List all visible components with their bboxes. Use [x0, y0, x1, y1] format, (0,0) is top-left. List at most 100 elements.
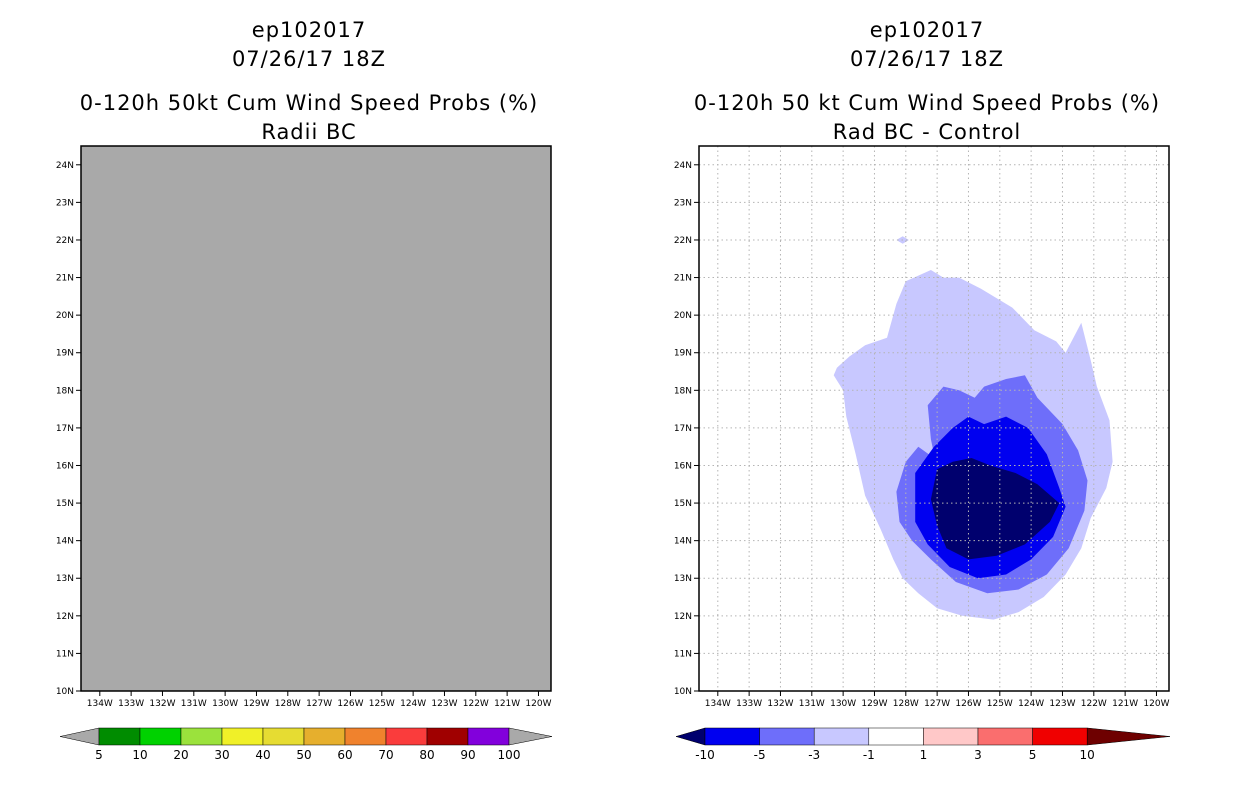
colorbar-label: 60	[337, 748, 352, 762]
colorbar-high-triangle	[1086, 727, 1171, 746]
colorbar-label: -3	[808, 748, 820, 762]
right-date: 07/26/17 18Z	[849, 47, 1005, 71]
colorbar-label: 10	[1080, 748, 1095, 762]
colorbar-box-7	[385, 727, 428, 746]
colorbar-label: 40	[255, 748, 270, 762]
colorbar-label: 3	[974, 748, 982, 762]
y-tick-label: 23N	[674, 198, 692, 208]
y-tick-label: 24N	[56, 161, 74, 171]
y-tick-label: 16N	[56, 461, 74, 471]
y-tick-label: 22N	[674, 236, 692, 246]
colorbar-label: 50	[296, 748, 311, 762]
colorbar-label: 5	[1029, 748, 1037, 762]
right-chart-subtitle: Rad BC - Control	[832, 120, 1022, 144]
colorbar-label: 90	[460, 748, 475, 762]
x-tick-label: 126W	[337, 699, 363, 709]
colorbar-label: 10	[132, 748, 147, 762]
colorbar-label: 30	[214, 748, 229, 762]
colorbar-box-6	[344, 727, 387, 746]
y-tick-label: 22N	[56, 236, 74, 246]
x-tick-label: 132W	[767, 699, 793, 709]
colorbar-label: -5	[754, 748, 766, 762]
right-storm-id: ep102017	[869, 18, 985, 42]
x-tick-label: 129W	[861, 699, 887, 709]
colorbar-label: 1	[920, 748, 928, 762]
colorbar-box-1	[759, 727, 815, 746]
colorbar-label: -10	[695, 748, 715, 762]
x-tick-label: 133W	[118, 699, 144, 709]
colorbar-box-9	[467, 727, 510, 746]
y-tick-label: 15N	[56, 499, 74, 509]
colorbar-high-triangle	[508, 727, 553, 746]
x-tick-label: 123W	[1049, 699, 1075, 709]
y-tick-label: 19N	[56, 349, 74, 359]
colorbar-label: 100	[498, 748, 521, 762]
y-tick-label: 23N	[56, 198, 74, 208]
x-tick-label: 123W	[431, 699, 457, 709]
x-tick-label: 121W	[494, 699, 520, 709]
y-tick-label: 11N	[674, 649, 692, 659]
x-tick-label: 120W	[525, 699, 551, 709]
x-tick-label: 132W	[149, 699, 175, 709]
left-storm-id: ep102017	[251, 18, 367, 42]
contour-3	[930, 458, 1060, 560]
x-tick-label: 122W	[463, 699, 489, 709]
x-tick-label: 120W	[1143, 699, 1169, 709]
y-tick-label: 13N	[674, 574, 692, 584]
x-tick-label: 122W	[1081, 699, 1107, 709]
colorbar-box-4	[262, 727, 305, 746]
plot-frame	[80, 145, 552, 692]
colorbar-box-5	[303, 727, 346, 746]
colorbar-label: 70	[378, 748, 393, 762]
colorbar-box-5	[977, 727, 1033, 746]
y-tick-label: 21N	[56, 274, 74, 284]
colorbar-box-1	[139, 727, 182, 746]
x-tick-label: 134W	[87, 699, 113, 709]
x-tick-label: 125W	[987, 699, 1013, 709]
colorbar-box-3	[221, 727, 264, 746]
x-tick-label: 134W	[705, 699, 731, 709]
x-tick-label: 124W	[400, 699, 426, 709]
x-tick-label: 130W	[212, 699, 238, 709]
colorbar-box-0	[98, 727, 141, 746]
colorbar-label: -1	[863, 748, 875, 762]
y-tick-label: 16N	[674, 461, 692, 471]
right-chart-svg: 134W 133W 132W 131W 130W 129W 128W 127W 126W 125W…	[674, 145, 1171, 762]
y-tick-label: 20N	[674, 311, 692, 321]
colorbar-low-triangle	[675, 727, 706, 746]
x-tick-label: 133W	[736, 699, 762, 709]
colorbar-box-6	[1032, 727, 1088, 746]
colorbar-box-2	[813, 727, 870, 746]
y-tick-label: 17N	[674, 424, 692, 434]
colorbar-box-3	[868, 727, 924, 746]
y-tick-label: 13N	[56, 574, 74, 584]
left-chart-subtitle: Radii BC	[261, 120, 357, 144]
right-chart-title: 0-120h 50 kt Cum Wind Speed Probs (%)	[693, 91, 1161, 115]
y-tick-label: 12N	[56, 612, 74, 622]
left-chart-panel: ep102017 07/26/17 18Z 0-120h 50kt Cum Wi…	[56, 18, 553, 762]
x-tick-label: 125W	[369, 699, 395, 709]
x-tick-label: 121W	[1112, 699, 1138, 709]
y-tick-label: 11N	[56, 649, 74, 659]
colorbar-box-4	[923, 727, 979, 746]
y-tick-label: 19N	[674, 349, 692, 359]
y-tick-label: 14N	[56, 537, 74, 547]
colorbar-label: 20	[173, 748, 188, 762]
colorbar-box-0	[704, 727, 760, 746]
y-tick-label: 14N	[674, 537, 692, 547]
y-tick-label: 10N	[56, 687, 74, 697]
y-tick-label: 21N	[674, 274, 692, 284]
x-tick-label: 128W	[275, 699, 301, 709]
right-chart-panel: ep102017 07/26/17 18Z 0-120h 50 kt Cum W…	[618, 0, 1236, 800]
colorbar-label: 80	[419, 748, 434, 762]
left-chart-title: 0-120h 50kt Cum Wind Speed Probs (%)	[79, 91, 539, 115]
colorbar-low-triangle	[59, 727, 100, 746]
y-tick-label: 12N	[674, 612, 692, 622]
x-tick-label: 128W	[893, 699, 919, 709]
plot-area	[81, 146, 551, 691]
y-tick-label: 18N	[674, 386, 692, 396]
x-tick-label: 127W	[924, 699, 950, 709]
left-date: 07/26/17 18Z	[231, 47, 387, 71]
colorbar-box-8	[426, 727, 469, 746]
colorbar-label: 5	[95, 748, 103, 762]
